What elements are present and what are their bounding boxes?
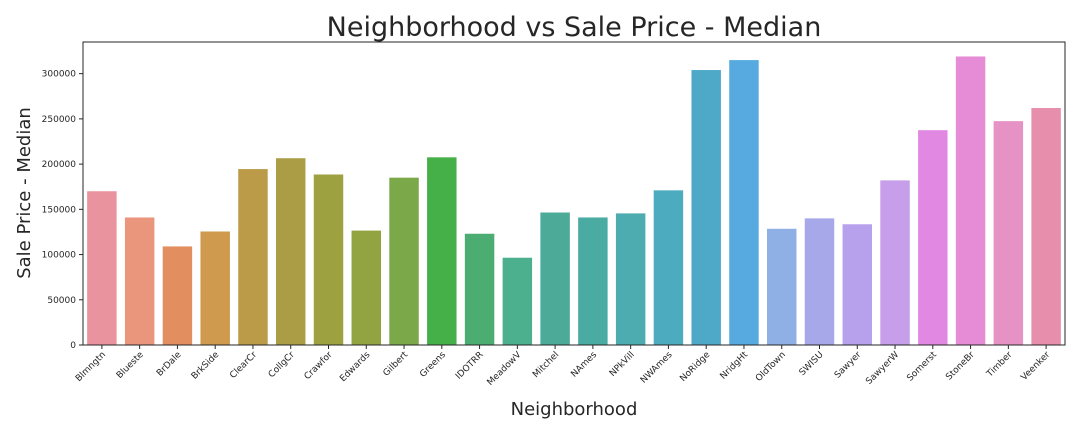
bar-crawfor (313, 174, 344, 345)
x-tick-label: BrkSide (190, 350, 222, 382)
x-tick-label: NoRidge (678, 350, 712, 384)
x-tick-label: Mitchel (531, 350, 561, 380)
x-tick-label: Blueste (115, 350, 146, 381)
x-tick-label: StoneBr (944, 350, 977, 383)
x-tick-label: Veenker (1019, 350, 1052, 383)
y-tick-label: 250000 (42, 115, 77, 125)
x-tick-label: MeadowV (486, 349, 524, 387)
x-axis-ticks: Blmngtn Blueste BrDale BrkSide ClearCr CollgC… (74, 345, 1052, 388)
x-tick-label: ClearCr (228, 350, 259, 381)
bar-veenker (1031, 108, 1061, 346)
x-tick-label: Crawfor (303, 350, 335, 382)
bar-oldtown (767, 228, 797, 345)
x-tick-label: SWISU (798, 350, 826, 378)
bar-nwames (653, 190, 684, 345)
y-tick-label: 300000 (42, 70, 77, 80)
bar-clearcr (238, 169, 268, 345)
bar-names (578, 217, 608, 345)
bar-mitchel (540, 212, 570, 345)
x-tick-label: Timber (984, 350, 1014, 380)
x-axis-label: Neighborhood (511, 399, 638, 420)
bar-noridge (691, 70, 721, 345)
x-tick-label: Greens (418, 350, 448, 380)
x-tick-label: BrDale (155, 350, 184, 379)
x-tick-label: NWAmes (639, 350, 675, 386)
y-tick-label: 200000 (42, 160, 77, 170)
bar-sawyer (842, 224, 872, 345)
bar-meadowv (502, 257, 533, 345)
bar-idotrr (464, 233, 495, 345)
x-tick-label: CollgCr (267, 350, 297, 380)
y-tick-label: 50000 (47, 296, 76, 306)
x-tick-label: SawyerW (864, 350, 901, 387)
x-tick-label: NPkVill (608, 350, 637, 379)
x-tick-label: Gilbert (382, 350, 411, 379)
bar-edwards (351, 230, 381, 345)
y-axis-ticks: 0 50000 100000 150000 200000 250000 300000 (42, 70, 83, 351)
x-tick-label: Sawyer (833, 350, 864, 381)
bar-swisu (804, 218, 835, 345)
bar-npkvill (615, 213, 646, 345)
bar-nridght (729, 60, 759, 346)
x-tick-label: NridgHt (719, 350, 751, 382)
bar-brkside (200, 231, 230, 345)
bar-gilbert (389, 177, 419, 345)
plot-frame (82, 41, 1066, 346)
x-tick-label: NAmes (569, 350, 599, 380)
bar-timber (993, 121, 1024, 346)
y-tick-label: 0 (70, 341, 76, 351)
bar-collgcr (276, 158, 306, 345)
x-tick-label: IDOTRR (454, 350, 486, 382)
bar-stonebr (955, 56, 986, 345)
x-tick-label: Somerst (905, 350, 939, 384)
chart-title: Neighborhood vs Sale Price - Median (327, 12, 822, 43)
bar-blueste (124, 217, 155, 345)
bar-sawyerw (880, 180, 910, 345)
x-tick-label: OldTown (754, 350, 788, 384)
bar-greens (427, 157, 457, 345)
x-tick-label: Edwards (338, 350, 372, 384)
x-tick-label: Blmngtn (74, 350, 108, 384)
y-axis-label: Sale Price - Median (14, 107, 35, 279)
y-tick-label: 150000 (42, 205, 77, 215)
bar-blmngtn (87, 191, 117, 345)
y-tick-label: 100000 (42, 251, 77, 261)
bars (87, 56, 1061, 346)
bar-brdale (162, 246, 193, 345)
bar-somerst (918, 130, 948, 345)
